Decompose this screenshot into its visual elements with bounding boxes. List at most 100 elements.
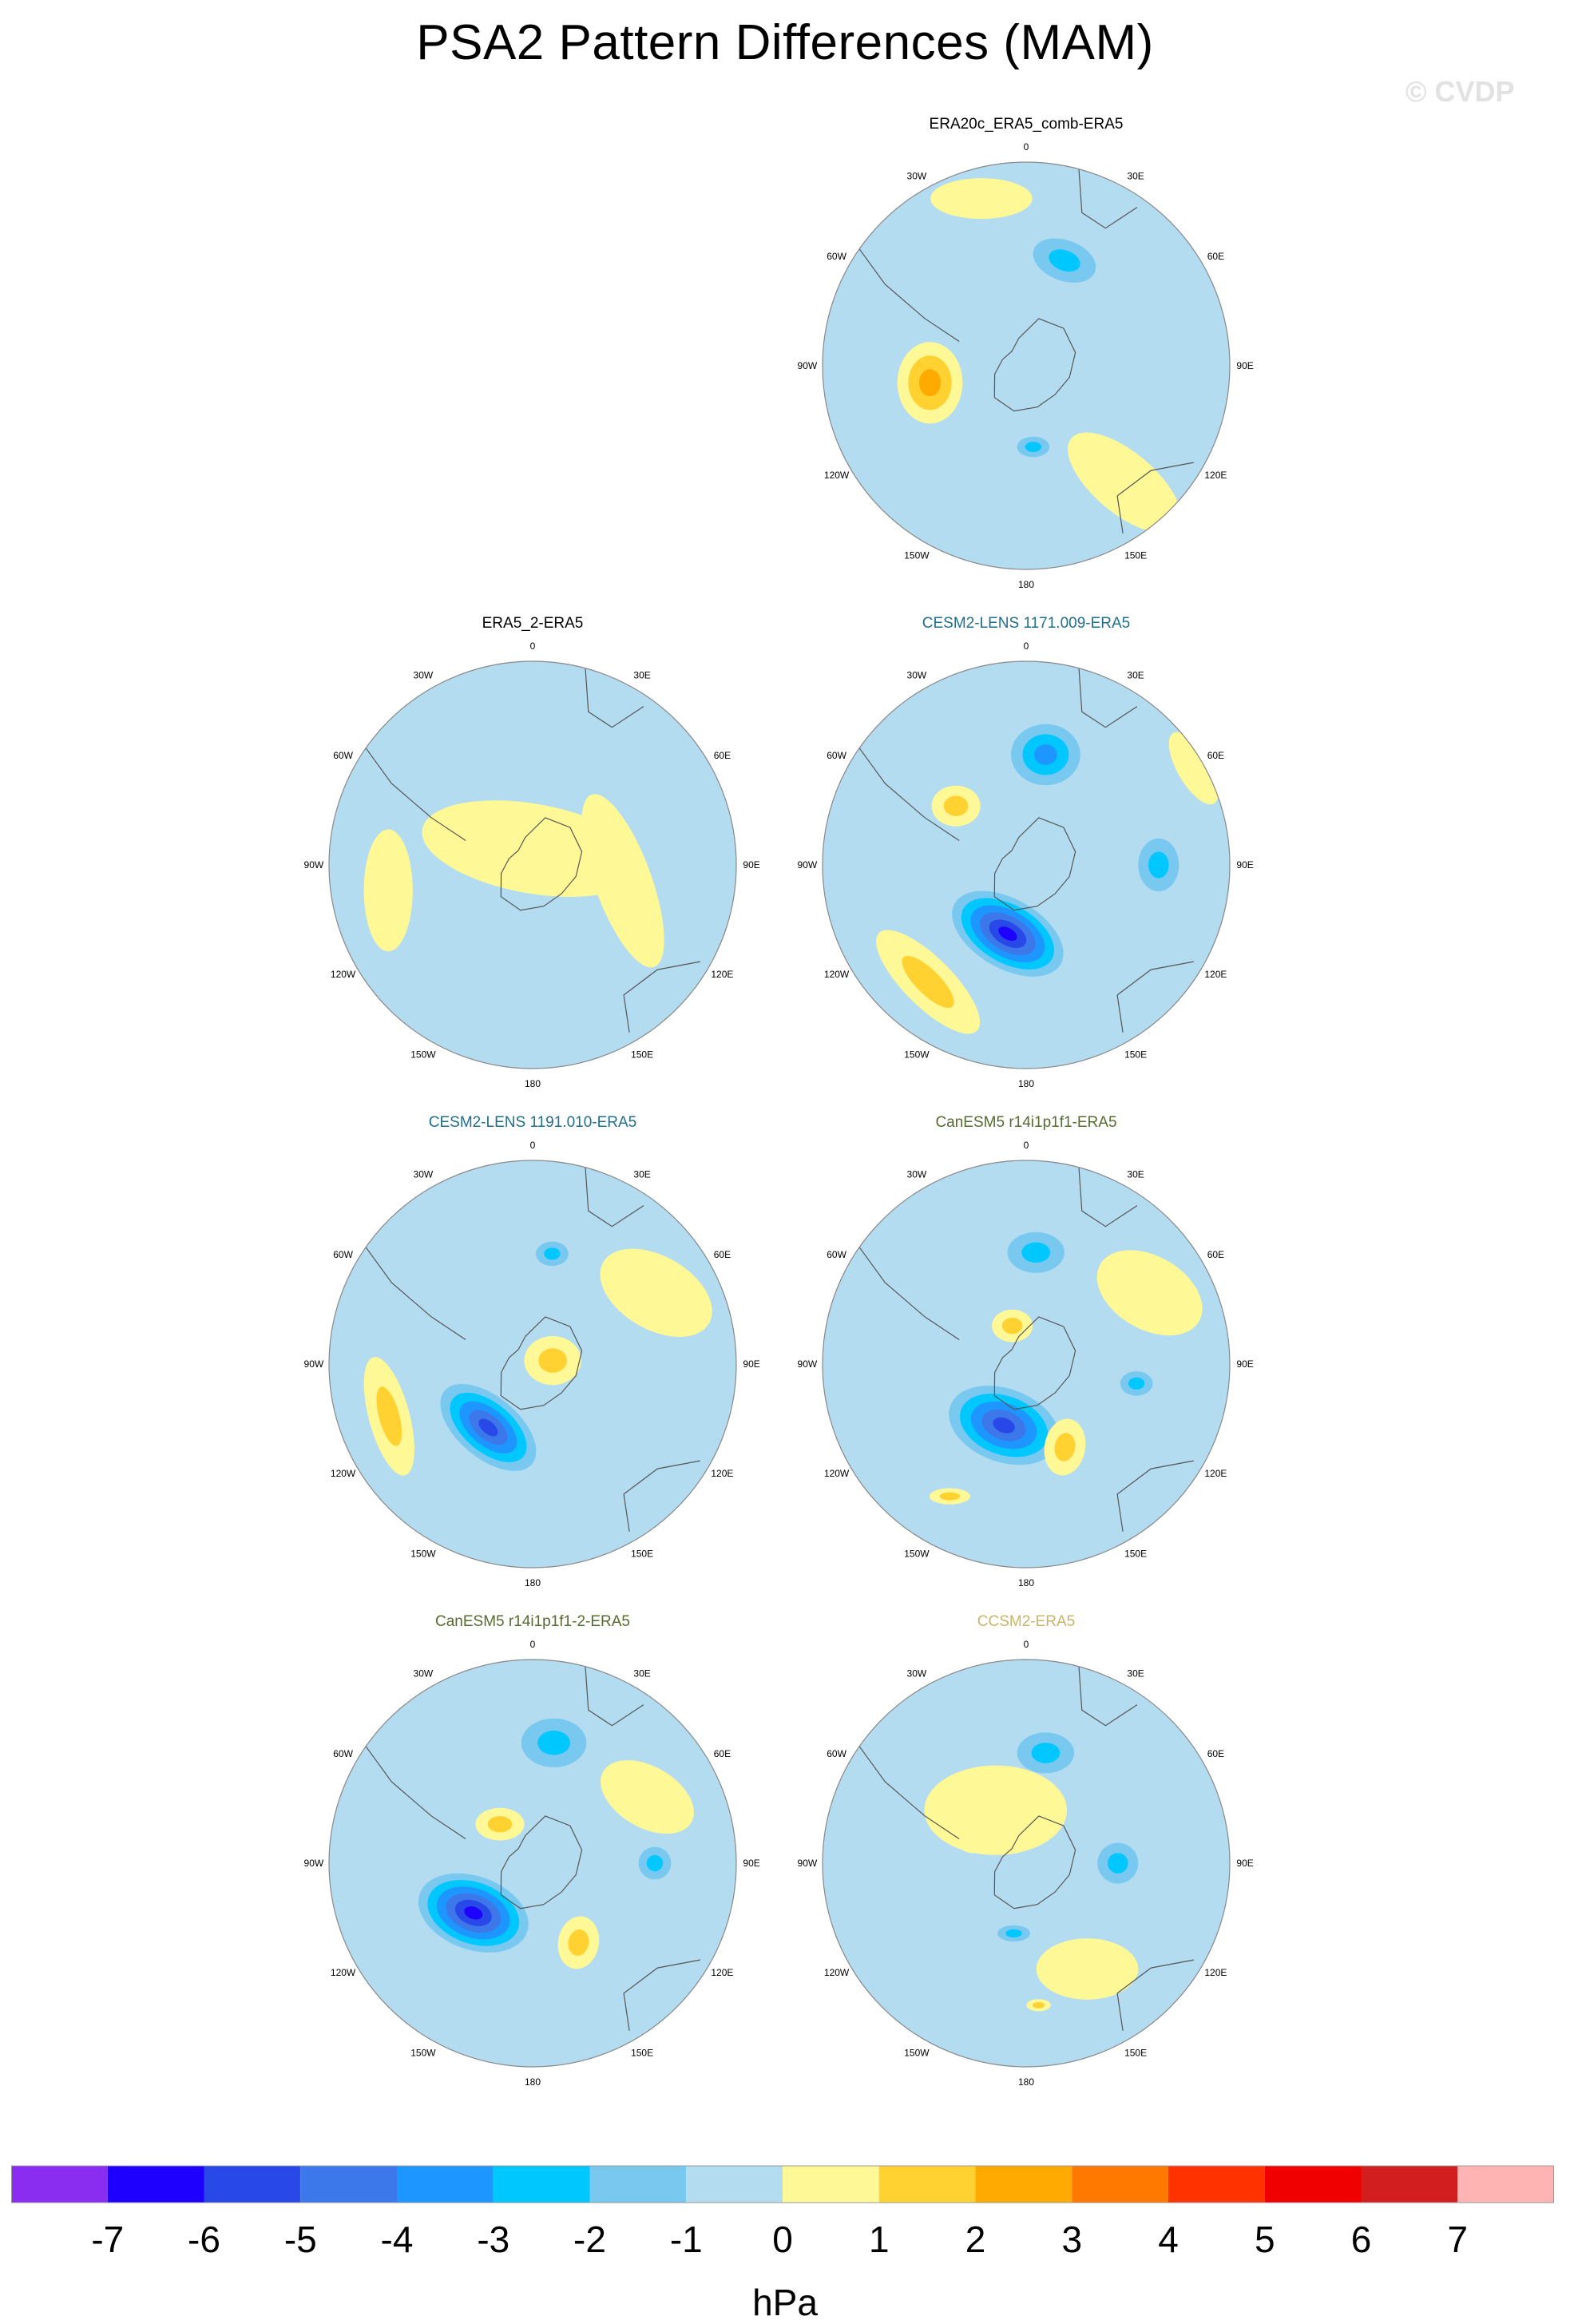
anomaly-contour bbox=[918, 369, 942, 397]
longitude-label: 150W bbox=[410, 1049, 436, 1060]
colorbar-label: 4 bbox=[1158, 2219, 1179, 2260]
map-background-field bbox=[823, 1160, 1230, 1568]
colorbar-box bbox=[300, 2166, 397, 2203]
anomaly-contour bbox=[1068, 432, 1181, 533]
australia-coastline bbox=[1116, 462, 1194, 533]
map-background-field bbox=[823, 661, 1230, 1069]
anomaly-contour bbox=[1108, 1853, 1128, 1874]
map-panel: CanESM5 r14i1p1f1-2-ERA5 0 30E 60E 90E 120E 15… bbox=[293, 1613, 772, 2108]
colorbar-label: 5 bbox=[1255, 2219, 1275, 2260]
longitude-label: 60W bbox=[827, 251, 846, 262]
map-border bbox=[822, 1160, 1231, 1569]
longitude-label: 120E bbox=[711, 969, 733, 980]
anomaly-contour bbox=[1033, 2002, 1045, 2009]
australia-coastline bbox=[1116, 961, 1194, 1033]
colorbar-box bbox=[11, 2166, 108, 2203]
longitude-label: 120W bbox=[331, 1468, 356, 1479]
colorbar-label: 6 bbox=[1351, 2219, 1372, 2260]
longitude-label: 90E bbox=[1236, 859, 1253, 871]
colorbar-box bbox=[1072, 2166, 1168, 2203]
anomaly-contour bbox=[993, 1417, 1015, 1434]
colorbar-label: -4 bbox=[381, 2219, 414, 2260]
map-panel: CanESM5 r14i1p1f1-ERA5 0 30E 60E 90E 120E 150E… bbox=[787, 1114, 1266, 1609]
longitude-label: 90W bbox=[304, 859, 324, 871]
anomaly-contour bbox=[1128, 1377, 1145, 1390]
longitude-label: 150W bbox=[904, 2047, 930, 2058]
longitude-label: 90E bbox=[1236, 360, 1253, 371]
longitude-label: 60W bbox=[827, 750, 846, 761]
map-panel: ERA5_2-ERA5 0 30E 60E 90E 120E 150E 180 150W 120W… bbox=[293, 615, 772, 1110]
africa-coastline bbox=[1078, 1167, 1138, 1227]
longitude-label: 180 bbox=[525, 2076, 541, 2088]
longitude-label: 60E bbox=[714, 1249, 731, 1260]
anomaly-contour bbox=[601, 1760, 694, 1834]
anomaly-contour bbox=[1031, 1743, 1061, 1763]
watermark: © CVDP bbox=[1405, 75, 1515, 108]
anomaly-contour bbox=[930, 178, 1033, 220]
colorbar: -7 -6 -5 -4 -3 -2 -1 0 1 2 3 4 5 6 7 bbox=[11, 2165, 1554, 2260]
longitude-label: 30E bbox=[1127, 1169, 1144, 1180]
anomaly-contour bbox=[646, 1854, 664, 1872]
anomaly-contour bbox=[537, 1731, 570, 1755]
longitude-label: 90W bbox=[798, 1858, 818, 1869]
colorbar-label: -5 bbox=[284, 2219, 317, 2260]
longitude-label: 150W bbox=[410, 2047, 436, 2058]
panel-title: CanESM5 r14i1p1f1-ERA5 bbox=[935, 1114, 1117, 1131]
map-border bbox=[328, 1160, 737, 1569]
anomaly-contour bbox=[1168, 732, 1219, 805]
polar-map: 0 30E 60E 90E 120E 150E 180 150W 120W 90W 60W 30W bbox=[304, 640, 760, 1089]
longitude-label: 90E bbox=[1236, 1858, 1253, 1869]
anomaly-contour bbox=[1096, 1250, 1203, 1336]
anomaly-contour bbox=[1036, 1938, 1139, 2000]
longitude-label: 90E bbox=[743, 859, 759, 871]
anomaly-contour bbox=[943, 795, 969, 816]
africa-coastline bbox=[1078, 169, 1138, 229]
longitude-label: 30E bbox=[633, 1169, 650, 1180]
longitude-label: 150E bbox=[1124, 2047, 1147, 2058]
africa-coastline bbox=[1078, 1666, 1138, 1727]
colorbar-box bbox=[204, 2166, 301, 2203]
anomaly-contour bbox=[1001, 1317, 1023, 1335]
longitude-label: 150E bbox=[1124, 1548, 1147, 1559]
longitude-label: 120E bbox=[711, 1967, 733, 1978]
longitude-label: 120W bbox=[824, 470, 850, 481]
polar-map: 0 30E 60E 90E 120E 150E 180 150W 120W 90W 60W 30W bbox=[798, 141, 1254, 590]
longitude-label: 0 bbox=[1024, 640, 1029, 652]
south-america-coastline bbox=[858, 748, 960, 841]
longitude-label: 60W bbox=[827, 1249, 846, 1260]
longitude-label: 90E bbox=[743, 1358, 759, 1370]
map-border bbox=[822, 1659, 1231, 2068]
colorbar-label: -3 bbox=[477, 2219, 509, 2260]
panel-title: ERA5_2-ERA5 bbox=[482, 615, 584, 632]
australia-coastline bbox=[623, 1460, 700, 1532]
colorbar-units: hPa bbox=[752, 2282, 818, 2323]
panel-title: ERA20c_ERA5_comb-ERA5 bbox=[929, 116, 1124, 133]
australia-coastline bbox=[623, 1959, 700, 2031]
colorbar-box bbox=[878, 2166, 976, 2203]
longitude-label: 30E bbox=[1127, 670, 1144, 681]
anomaly-contour bbox=[376, 1386, 402, 1446]
longitude-label: 30E bbox=[1127, 1668, 1144, 1680]
antarctica-coastline bbox=[993, 318, 1076, 412]
longitude-label: 60W bbox=[333, 750, 353, 761]
longitude-label: 60E bbox=[714, 1748, 731, 1759]
longitude-label: 120W bbox=[824, 969, 850, 980]
polar-map: 0 30E 60E 90E 120E 150E 180 150W 120W 90W 60W 30W bbox=[798, 1140, 1254, 1588]
panel-title: CESM2-LENS 1171.009-ERA5 bbox=[922, 615, 1131, 632]
longitude-label: 120W bbox=[331, 1967, 356, 1978]
longitude-label: 120W bbox=[824, 1967, 850, 1978]
longitude-label: 30W bbox=[414, 670, 434, 681]
colorbar-box bbox=[493, 2166, 590, 2203]
longitude-label: 30W bbox=[907, 1169, 927, 1180]
longitude-label: 150E bbox=[1124, 1049, 1147, 1060]
longitude-label: 30E bbox=[633, 670, 650, 681]
antarctica-coastline bbox=[500, 817, 583, 911]
longitude-label: 180 bbox=[525, 1078, 541, 1089]
colorbar-label: -7 bbox=[91, 2219, 124, 2260]
south-america-coastline bbox=[858, 248, 960, 342]
longitude-label: 30W bbox=[414, 1668, 434, 1680]
colorbar-frame bbox=[11, 2165, 1554, 2203]
polar-map: 0 30E 60E 90E 120E 150E 180 150W 120W 90W 60W 30W bbox=[798, 1639, 1254, 2088]
africa-coastline bbox=[585, 668, 644, 728]
anomaly-contour bbox=[1021, 1242, 1051, 1263]
